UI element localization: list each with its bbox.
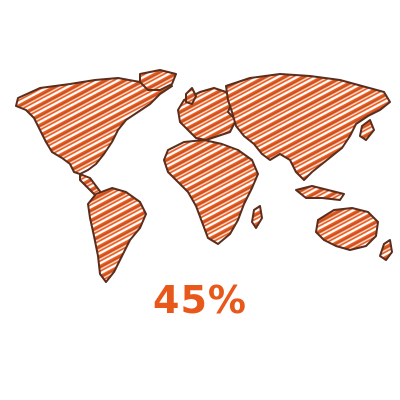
- uk-shape: [185, 87, 197, 105]
- asia-shape: [225, 73, 391, 181]
- north-america-shape: [15, 77, 173, 175]
- world-map-illustration: [0, 60, 400, 285]
- madagascar-shape: [251, 205, 263, 229]
- australia-shape: [315, 207, 379, 251]
- indonesia-shape: [295, 185, 345, 201]
- greenland-shape: [139, 69, 177, 91]
- japan-shape: [359, 119, 375, 141]
- africa-shape: [163, 139, 259, 245]
- south-america-shape: [87, 187, 147, 283]
- percentage-stat: 45%: [153, 278, 247, 322]
- new-zealand-shape: [379, 239, 393, 261]
